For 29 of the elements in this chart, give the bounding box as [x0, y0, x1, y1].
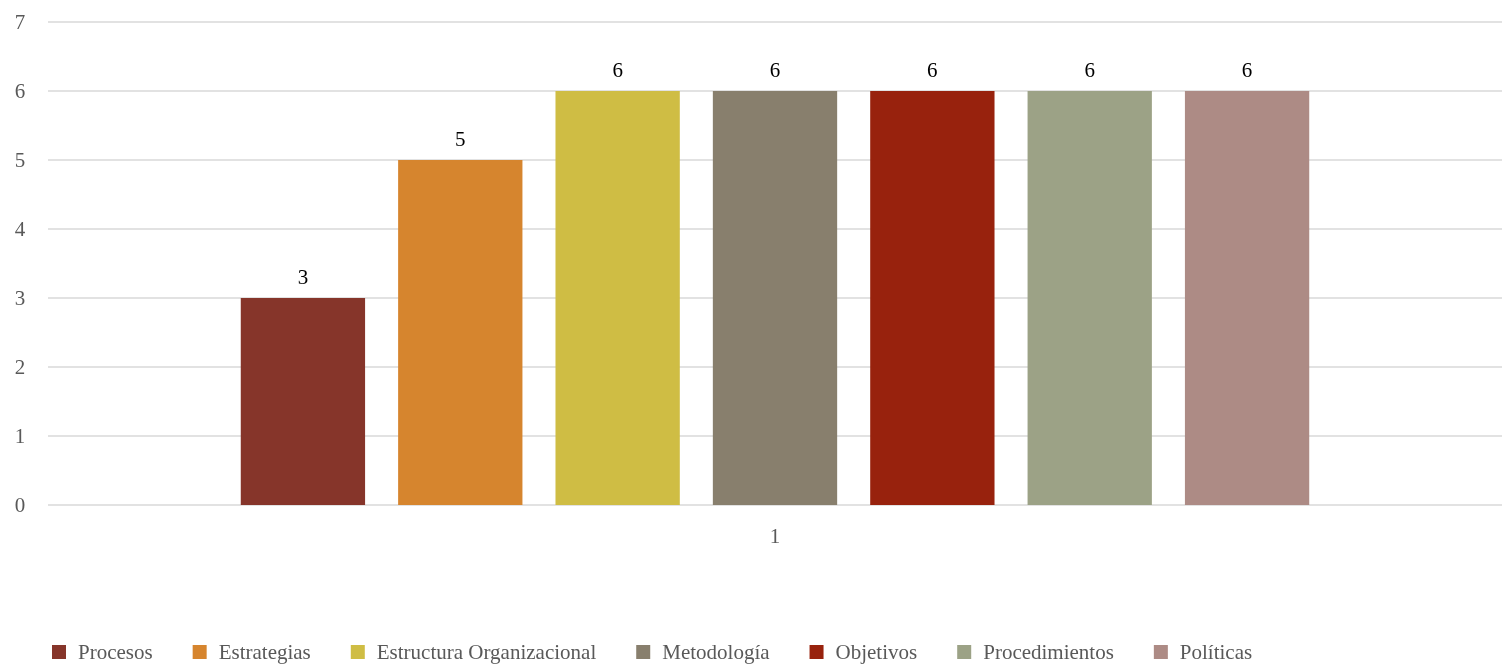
bar	[870, 91, 995, 505]
bar	[1027, 91, 1152, 505]
data-label: 6	[769, 58, 781, 82]
bar	[398, 160, 523, 505]
bar	[1184, 91, 1310, 505]
bar	[712, 91, 838, 505]
y-tick-label: 1	[14, 424, 26, 448]
data-label: 3	[297, 265, 309, 289]
data-label: 6	[927, 58, 938, 82]
y-tick-label: 3	[14, 286, 26, 310]
legend-label: Estructura Organizacional	[376, 640, 597, 664]
bar	[240, 298, 366, 505]
y-tick-label: 7	[14, 10, 26, 34]
legend-label: Políticas	[1179, 640, 1253, 664]
data-label: 6	[1241, 58, 1253, 82]
legend-label: Procesos	[78, 640, 153, 664]
data-label: 5	[455, 127, 466, 151]
y-tick-label: 4	[14, 217, 26, 241]
legend-label: Procedimientos	[983, 640, 1114, 664]
y-tick-label: 0	[14, 493, 26, 517]
bar	[555, 91, 680, 505]
legend-label: Metodología	[662, 640, 771, 664]
y-tick-label: 2	[14, 355, 26, 379]
y-tick-label: 6	[14, 79, 26, 103]
data-label: 6	[612, 58, 623, 82]
legend-label: Objetivos	[835, 640, 918, 664]
legend-label: Estrategias	[218, 640, 311, 664]
y-tick-label: 5	[14, 148, 26, 172]
data-label: 6	[1084, 58, 1095, 82]
